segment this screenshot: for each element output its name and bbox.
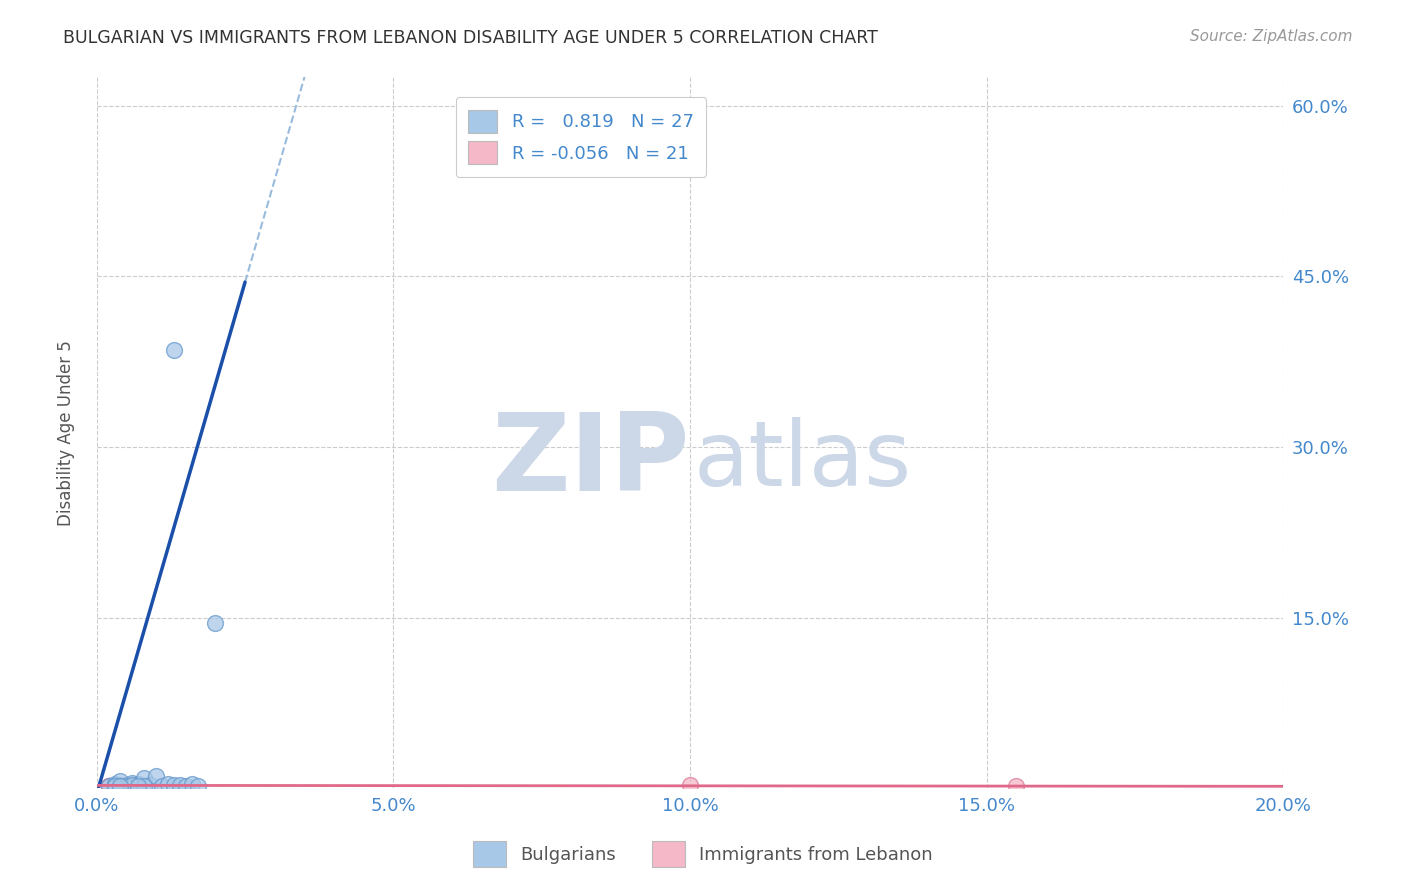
Point <box>110 774 132 789</box>
Point <box>110 779 132 793</box>
Point <box>110 779 132 793</box>
Point <box>103 778 125 792</box>
Point <box>103 779 125 793</box>
Point <box>127 779 149 793</box>
Text: atlas: atlas <box>693 417 911 505</box>
Point <box>150 779 173 793</box>
Legend: R =   0.819   N = 27, R = -0.056   N = 21: R = 0.819 N = 27, R = -0.056 N = 21 <box>456 97 706 177</box>
Point <box>97 779 120 793</box>
Point <box>174 779 197 793</box>
Point <box>1005 779 1028 793</box>
Point <box>97 779 120 793</box>
Text: BULGARIAN VS IMMIGRANTS FROM LEBANON DISABILITY AGE UNDER 5 CORRELATION CHART: BULGARIAN VS IMMIGRANTS FROM LEBANON DIS… <box>63 29 879 46</box>
Point <box>103 779 125 793</box>
Point <box>204 616 226 631</box>
Point <box>127 777 149 791</box>
Point <box>163 778 186 792</box>
Point <box>134 771 156 785</box>
Point <box>97 779 120 793</box>
Legend: Bulgarians, Immigrants from Lebanon: Bulgarians, Immigrants from Lebanon <box>464 832 942 876</box>
Point <box>110 779 132 793</box>
Point <box>110 779 132 793</box>
Point <box>97 779 120 793</box>
Point <box>115 779 138 793</box>
Point <box>103 779 125 793</box>
Point <box>97 779 120 793</box>
Point <box>103 779 125 793</box>
Point <box>103 779 125 793</box>
Point <box>110 779 132 793</box>
Point <box>115 779 138 793</box>
Point <box>110 779 132 793</box>
Point <box>115 778 138 792</box>
Point <box>110 779 132 793</box>
Point <box>121 778 143 792</box>
Point <box>156 777 179 791</box>
Point <box>121 779 143 793</box>
Y-axis label: Disability Age Under 5: Disability Age Under 5 <box>58 340 75 525</box>
Point <box>97 779 120 793</box>
Point <box>163 343 186 358</box>
Text: Source: ZipAtlas.com: Source: ZipAtlas.com <box>1189 29 1353 44</box>
Point <box>115 778 138 792</box>
Text: ZIP: ZIP <box>492 409 690 515</box>
Point <box>139 778 162 792</box>
Point <box>679 778 702 792</box>
Point <box>103 778 125 792</box>
Point <box>134 779 156 793</box>
Point <box>180 777 202 791</box>
Point <box>121 775 143 789</box>
Point <box>145 769 167 783</box>
Point <box>103 777 125 791</box>
Point <box>169 778 191 792</box>
Point <box>187 779 209 793</box>
Point <box>110 779 132 793</box>
Point <box>103 779 125 793</box>
